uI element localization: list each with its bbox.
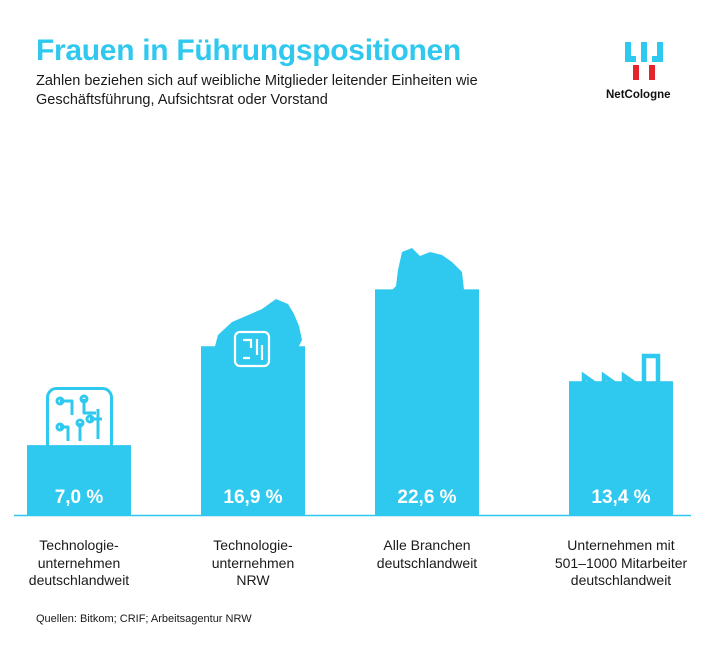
bar-value-label: 16,9 % xyxy=(223,487,282,508)
category-label: Alle Branchen deutschlandweit xyxy=(376,537,478,571)
bar-4 xyxy=(569,381,673,515)
bar-value-label: 7,0 % xyxy=(55,487,104,508)
page-subtitle: Zahlen beziehen sich auf weibliche Mitgl… xyxy=(36,73,478,108)
netcologne-logo: NetCologne xyxy=(606,42,680,101)
bar-chart: 7,0 % 16,9 % 22,6 % 13,4 % xyxy=(14,248,691,517)
category-label: Technologie-unternehmen deutschlandweit xyxy=(28,537,130,588)
factory-icon xyxy=(581,353,661,423)
nrw-map-icon xyxy=(209,299,302,399)
bar-value-label: 22,6 % xyxy=(397,487,456,508)
netcologne-logo-icon xyxy=(625,42,663,80)
source-note: Quellen: Bitkom; CRIF; Arbeitsagentur NR… xyxy=(36,613,252,625)
page-title: Frauen in Führungspositionen xyxy=(36,34,461,67)
bar-value-label: 13,4 % xyxy=(591,487,650,508)
category-label: Technologie-unternehmen NRW xyxy=(211,537,295,588)
category-label: Unternehmen mit 501–1000 Mitarbeiter deuts… xyxy=(554,537,688,588)
logo-wordmark: NetCologne xyxy=(606,89,671,101)
bar-1 xyxy=(27,445,131,515)
circuit-chip-icon xyxy=(46,387,113,454)
germany-map-icon xyxy=(382,248,470,372)
